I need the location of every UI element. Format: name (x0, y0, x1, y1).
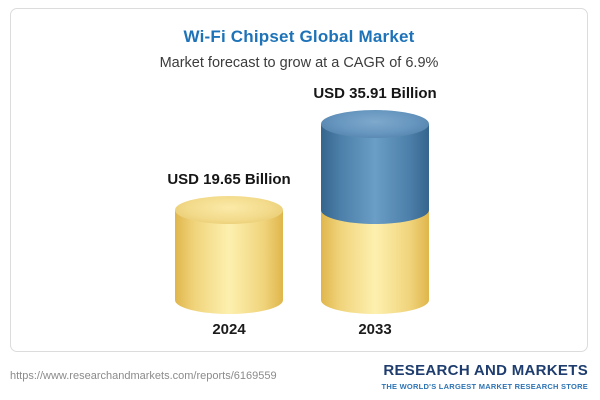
logo: RESEARCH AND MARKETS THE WORLD'S LARGEST… (382, 362, 588, 391)
cylinder-bar-2033 (321, 110, 429, 314)
base-segment-2033 (321, 210, 429, 314)
x-axis-label-2033: 2033 (358, 321, 392, 338)
chart-subtitle: Market forecast to grow at a CAGR of 6.9… (159, 55, 439, 71)
cylinder-body-2024 (175, 210, 283, 314)
value-label-2033: USD 35.91 Billion (313, 85, 437, 102)
value-label-2024: USD 19.65 Billion (167, 171, 291, 188)
source-url-link[interactable]: https://www.researchandmarkets.com/repor… (10, 370, 277, 382)
logo-tagline: THE WORLD'S LARGEST MARKET RESEARCH STOR… (381, 382, 588, 391)
logo-text: RESEARCH AND MARKETS (383, 362, 588, 379)
growth-segment-2033 (321, 124, 429, 224)
cylinder-top-face-2033 (321, 110, 429, 138)
chart-title: Wi-Fi Chipset Global Market (183, 27, 415, 46)
plot-area: USD 19.65 Billion USD 35.91 Billion 2024… (11, 9, 587, 351)
chart-card: Wi-Fi Chipset Global Market Market forec… (10, 8, 588, 352)
cylinder-bar-2024 (175, 196, 283, 314)
cylinder-top-face-2024 (175, 196, 283, 224)
footer: https://www.researchandmarkets.com/repor… (10, 358, 588, 396)
x-axis-label-2024: 2024 (212, 321, 246, 338)
